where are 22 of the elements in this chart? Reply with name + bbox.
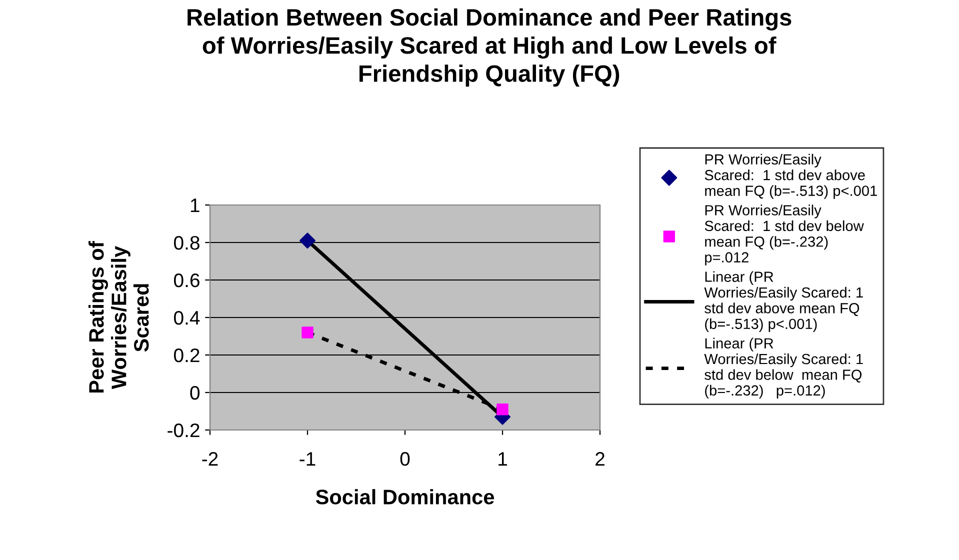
x-axis-title: Social Dominance (316, 489, 494, 504)
y-tick-label: 0.8 (174, 236, 200, 250)
x-tick-label: -1 (300, 452, 316, 466)
y-tick-label: -0.2 (168, 423, 200, 438)
legend-label: PR Worries/Easily Scared: 1 std dev above mean FQ (b=-.513) p<.001 (704, 154, 877, 199)
y-tick-label: 1 (190, 198, 200, 212)
y-tick-label: 0 (190, 386, 200, 400)
x-tick-label: 0 (400, 452, 410, 466)
y-tick-label: 0.6 (174, 273, 200, 288)
point (300, 232, 316, 249)
y-tick-label: 0.4 (174, 310, 200, 325)
chart-title: Relation Between Social Dominance and Peer Ratings of Worries/Easily Scared at High and Low Levels of Friendship Quality (FQ) (188, 8, 792, 87)
x-tick-label: 2 (596, 452, 604, 466)
legend-label: PR Worries/Easily Scared: 1 std dev below mean FQ (b=-.232) p=.012 (704, 204, 864, 266)
legend-label: Linear (PR Worries/Easily Scared: 1 std dev below mean FQ (b=-.232) p=.012) (704, 338, 863, 398)
legend-label: Linear (PR Worries/Easily Scared: 1 std dev above mean FQ (b=-.513) p<.001) (704, 271, 863, 332)
point (302, 326, 314, 338)
y-tick-label: 0.2 (174, 348, 200, 362)
y-axis-title: Peer Ratings of Worries/Easily Scared (88, 241, 149, 393)
x-tick-label: 1 (498, 452, 507, 466)
x-tick-label: -2 (202, 452, 218, 466)
point (496, 404, 508, 416)
